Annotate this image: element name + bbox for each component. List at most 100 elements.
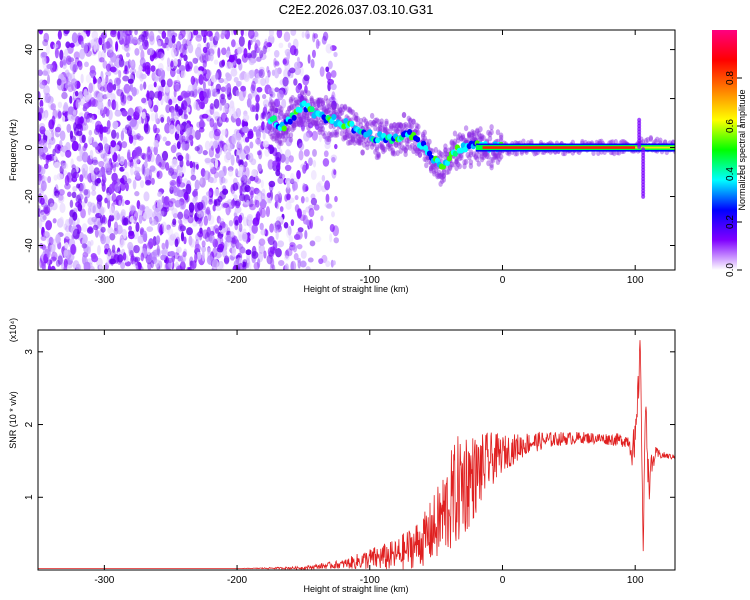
spectrogram-noise-cell: [124, 199, 131, 205]
spectrogram-noise-cell: [38, 79, 45, 85]
spectrogram-noise-cell: [150, 177, 155, 185]
spectrogram-noise-cell: [276, 30, 283, 39]
spectrogram-track-halo: [428, 164, 434, 171]
spectrogram-noise-cell: [176, 141, 181, 150]
spectrogram-noise-cell: [133, 261, 138, 268]
spectrogram-track-halo: [317, 98, 322, 105]
spectrogram-noise-cell: [70, 114, 78, 120]
spectrogram-track-halo: [328, 132, 333, 139]
spectrogram-noise-cell: [53, 174, 58, 181]
spectrogram-noise-cell: [148, 209, 152, 217]
spectrogram-noise-cell: [190, 174, 197, 181]
spectrogram-noise-cell: [49, 202, 55, 210]
spectrogram-noise-cell: [312, 32, 316, 43]
spectrogram-noise-cell: [99, 215, 104, 224]
spectrogram-noise-cell: [110, 145, 115, 156]
spectrogram-noise-cell: [274, 61, 280, 67]
spectrogram-noise-cell: [43, 231, 50, 239]
spectrogram-track-halo: [315, 99, 321, 106]
spectrogram-noise-cell: [192, 190, 198, 197]
spectrogram-noise-cell: [327, 60, 333, 70]
spectrogram-noise-cell: [105, 126, 111, 135]
spectrogram-noise-cell: [88, 117, 93, 123]
spectrogram-track-halo: [325, 107, 330, 114]
spectrogram-noise-cell: [108, 258, 114, 265]
spectrogram-track-halo: [389, 122, 394, 129]
spectrogram-noise-cell: [329, 233, 333, 243]
spectrogram-track-halo: [279, 132, 284, 139]
spectrogram-track-halo: [326, 131, 332, 138]
spectrogram-noise-cell: [152, 249, 158, 257]
spectrogram-noise-cell: [192, 57, 197, 64]
spectrogram-noise-cell: [103, 106, 108, 115]
spectrogram-track-halo: [354, 115, 359, 122]
spectrogram-track-halo: [449, 140, 454, 147]
spectrogram-track-halo: [320, 97, 325, 104]
spectrogram-noise-cell: [86, 240, 92, 250]
spectrogram-noise-cell: [273, 98, 281, 108]
spectrogram-noise-cell: [309, 219, 313, 229]
spectrogram-noise-cell: [186, 30, 192, 41]
spectrogram-noise-cell: [195, 213, 200, 220]
spectrogram-noise-cell: [146, 247, 151, 256]
spectrogram-noise-cell: [67, 114, 75, 121]
spectrogram-noise-cell: [205, 206, 211, 215]
spectrogram-track-halo: [487, 135, 493, 142]
spectrogram-track-halo: [288, 132, 294, 139]
spectrogram-noise-cell: [321, 254, 328, 264]
spectrogram-track-halo: [320, 99, 325, 106]
spectrogram-noise-cell: [75, 263, 81, 270]
spectrogram-track-halo: [271, 132, 276, 139]
spectrogram-noise-cell: [187, 43, 194, 54]
spectrogram-noise-cell: [103, 172, 107, 183]
spectrogram-noise-cell: [242, 86, 247, 98]
x-tick-label: 0: [500, 575, 506, 586]
spectrogram-noise-cell: [119, 177, 125, 184]
spectrogram-track-halo: [403, 121, 408, 128]
spectrogram-noise-cell: [198, 119, 205, 130]
spectrogram-noise-cell: [178, 34, 183, 41]
spectrogram-track-halo: [347, 107, 353, 114]
spectrogram-track-halo: [478, 136, 483, 143]
spectrogram-track-halo: [314, 120, 319, 127]
spectrogram-noise-cell: [47, 175, 52, 184]
spectrogram-noise-cell: [235, 117, 242, 127]
spectrogram-track-halo: [371, 119, 376, 126]
spectrogram-noise-cell: [183, 92, 191, 98]
spectrogram-track-halo: [395, 150, 400, 157]
spectrogram-noise-cell: [303, 149, 310, 157]
spectrogram-noise-cell: [129, 68, 137, 75]
spectrogram-noise-cell: [145, 115, 150, 123]
spectrogram-noise-cell: [160, 70, 166, 81]
spectrogram-noise-cell: [47, 198, 55, 208]
spectrogram-noise-cell: [64, 182, 71, 190]
spectrogram-track-halo: [298, 97, 303, 104]
spectrogram-noise-cell: [293, 61, 301, 70]
spectrogram-noise-cell: [254, 43, 258, 52]
spectrogram-noise-cell: [79, 183, 84, 194]
spectrogram-track-halo: [276, 131, 281, 138]
spectrogram-track-core: [301, 100, 307, 107]
spectrogram-track-halo: [580, 138, 585, 145]
spectrogram-noise-cell: [296, 56, 300, 63]
spectrogram-track-halo: [374, 146, 380, 153]
spectrogram-track-halo: [279, 110, 284, 117]
spectrogram-noise-cell: [56, 172, 64, 181]
spectrogram-track-halo: [479, 153, 485, 160]
spectrogram-noise-cell: [261, 93, 267, 100]
spectrogram-track-halo: [494, 152, 499, 159]
spectrogram-noise-cell: [201, 30, 205, 37]
spectrogram-track-halo: [377, 142, 383, 149]
spectrogram-track-halo: [476, 152, 482, 159]
spectrogram-track-halo: [467, 131, 472, 138]
spectrogram-noise-cell: [320, 215, 324, 222]
spectrogram-track-halo: [293, 120, 298, 127]
spectrogram-noise-cell: [115, 162, 120, 168]
spectrogram-noise-cell: [260, 229, 266, 236]
spectrogram-track-halo: [309, 95, 314, 102]
spectrogram-noise-cell: [334, 143, 338, 150]
spectrogram-noise-cell: [248, 39, 253, 46]
spectrogram-noise-cell: [218, 217, 225, 224]
spectrogram-noise-cell: [139, 204, 146, 211]
spectrogram-track-halo: [382, 126, 388, 133]
